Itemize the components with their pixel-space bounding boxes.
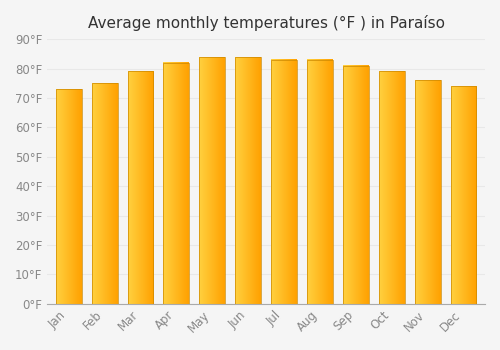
- Bar: [56, 89, 82, 304]
- Bar: [414, 80, 440, 304]
- Bar: [92, 83, 118, 304]
- Bar: [450, 86, 476, 304]
- Bar: [236, 57, 261, 304]
- Bar: [271, 60, 297, 304]
- Bar: [343, 65, 368, 304]
- Bar: [200, 57, 225, 304]
- Bar: [307, 60, 333, 304]
- Bar: [379, 71, 404, 304]
- Title: Average monthly temperatures (°F ) in Paraíso: Average monthly temperatures (°F ) in Pa…: [88, 15, 444, 31]
- Bar: [128, 71, 154, 304]
- Bar: [164, 63, 190, 304]
